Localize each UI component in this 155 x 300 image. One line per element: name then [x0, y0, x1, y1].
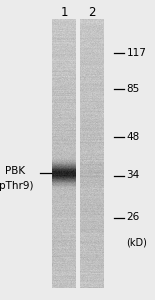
Text: 117: 117: [126, 47, 146, 58]
Text: 48: 48: [126, 131, 140, 142]
Text: (kD): (kD): [126, 237, 147, 248]
Text: PBK: PBK: [5, 166, 25, 176]
Text: 34: 34: [126, 170, 140, 181]
Text: 2: 2: [89, 6, 96, 19]
Text: 1: 1: [61, 6, 68, 19]
Text: 26: 26: [126, 212, 140, 223]
Text: 85: 85: [126, 83, 140, 94]
Text: (pThr9): (pThr9): [0, 181, 34, 191]
